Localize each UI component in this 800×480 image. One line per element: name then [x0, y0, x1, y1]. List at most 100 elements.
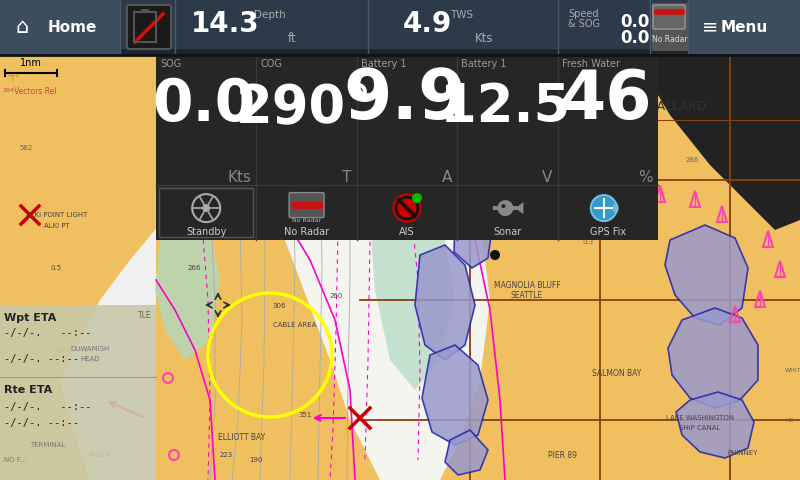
Text: MAGNOLIA
BLUFF: MAGNOLIA BLUFF [574, 118, 614, 138]
Text: Rte ETA: Rte ETA [4, 385, 52, 395]
Bar [652, 3, 688, 51]
Circle shape [202, 204, 210, 212]
Text: Fresh Water: Fresh Water [562, 59, 620, 69]
Text: 0.0: 0.0 [153, 76, 256, 133]
Text: 286: 286 [686, 157, 698, 163]
Text: Kts: Kts [652, 17, 667, 27]
Bar [0, 305, 156, 480]
Text: 9.9: 9.9 [343, 66, 466, 133]
Text: 54: 54 [474, 229, 482, 235]
Polygon shape [668, 308, 758, 408]
Bar [0, 55, 800, 480]
Bar [0, 0, 121, 55]
Text: Standby: Standby [186, 227, 226, 237]
Text: A: A [442, 169, 452, 184]
Text: Sonar: Sonar [494, 227, 522, 237]
Polygon shape [422, 345, 488, 445]
Polygon shape [255, 55, 390, 75]
Text: ALKI POINT LIGHT: ALKI POINT LIGHT [26, 212, 88, 218]
Polygon shape [645, 55, 800, 230]
Text: HEAD: HEAD [80, 356, 100, 362]
Polygon shape [665, 225, 748, 325]
Text: %: % [638, 169, 653, 184]
Text: 491: 491 [483, 76, 497, 82]
Text: T: T [342, 169, 352, 184]
Bar [156, 55, 658, 240]
Text: SEWER: SEWER [190, 235, 214, 241]
Text: 1nm: 1nm [20, 58, 42, 68]
Text: 12.5: 12.5 [440, 81, 570, 133]
Text: LAKE WASHINGTON: LAKE WASHINGTON [666, 415, 734, 421]
FancyBboxPatch shape [289, 192, 324, 217]
Text: Menu: Menu [720, 20, 768, 35]
Bar [689, 0, 800, 55]
Text: -/-/-. --:--: -/-/-. --:-- [4, 354, 79, 364]
Bar [159, 188, 254, 237]
Text: TLE: TLE [138, 311, 152, 320]
Text: -/-/-.   --:--: -/-/-. --:-- [4, 328, 91, 338]
Text: 260: 260 [330, 293, 342, 299]
Polygon shape [676, 392, 754, 458]
Text: Speed: Speed [568, 9, 598, 19]
Text: SHILSHOLE: SHILSHOLE [620, 151, 658, 157]
Text: SHIP CANAL: SHIP CANAL [679, 425, 721, 431]
Text: NO F...: NO F... [4, 457, 26, 463]
Text: 351: 351 [298, 412, 312, 418]
Polygon shape [454, 210, 492, 268]
Bar [0, 0, 800, 55]
Text: ELLIOTT BAY: ELLIOTT BAY [218, 433, 266, 443]
Text: No Radar: No Radar [652, 36, 688, 45]
Text: TERMINAL: TERMINAL [30, 442, 66, 448]
Text: TWS: TWS [450, 10, 474, 20]
Bar [134, 12, 156, 42]
Text: 4.9: 4.9 [402, 10, 452, 38]
Circle shape [498, 200, 514, 216]
Bar [0, 49, 800, 55]
Text: 190: 190 [250, 457, 262, 463]
Circle shape [412, 193, 422, 203]
Text: HEAD: HEAD [81, 358, 99, 362]
Polygon shape [255, 55, 490, 480]
Text: Battery 1: Battery 1 [361, 59, 406, 69]
Text: PHINNEY: PHINNEY [728, 450, 758, 456]
Text: SEATTLE: SEATTLE [511, 290, 543, 300]
Polygon shape [60, 55, 255, 480]
Text: 266: 266 [187, 265, 201, 271]
Polygon shape [415, 245, 475, 360]
Text: "T": "T" [7, 75, 19, 84]
Text: 306: 306 [272, 303, 286, 309]
Text: V: V [542, 169, 553, 184]
Text: ⌂: ⌂ [15, 17, 29, 37]
Text: 14.3: 14.3 [191, 10, 260, 38]
Text: PIER 89: PIER 89 [547, 451, 577, 459]
Text: No Radar: No Radar [292, 217, 321, 223]
Text: Home: Home [47, 20, 97, 35]
Text: 0.5: 0.5 [50, 265, 62, 271]
Text: BALLARD: BALLARD [649, 100, 707, 113]
Bar [560, 55, 800, 480]
Text: Kts: Kts [652, 33, 667, 43]
Text: WHIT-: WHIT- [785, 368, 800, 372]
Text: 0.0: 0.0 [620, 13, 650, 31]
Text: -/-/-.   --:--: -/-/-. --:-- [4, 402, 91, 412]
Text: ALKI PT: ALKI PT [44, 223, 70, 229]
Text: DUWAMISH: DUWAMISH [55, 348, 90, 352]
Text: HE-: HE- [785, 418, 796, 422]
Bar [141, 9, 149, 13]
Polygon shape [515, 202, 523, 214]
Text: COG: COG [260, 59, 282, 69]
Polygon shape [445, 430, 488, 475]
Text: 46: 46 [559, 67, 652, 133]
Text: Depth: Depth [254, 10, 286, 20]
Text: Wpt ETA: Wpt ETA [4, 313, 56, 323]
Text: Kts: Kts [474, 32, 494, 45]
Text: 0.3: 0.3 [582, 239, 594, 245]
Polygon shape [156, 55, 255, 140]
Text: MAGNOLIA BLUFF: MAGNOLIA BLUFF [494, 280, 560, 289]
Text: GPS Fix: GPS Fix [590, 227, 626, 237]
Text: No Radar: No Radar [284, 227, 329, 237]
Text: AIS: AIS [399, 227, 415, 237]
Polygon shape [155, 210, 220, 360]
FancyBboxPatch shape [653, 5, 685, 29]
Text: Vectors Rel: Vectors Rel [14, 86, 56, 96]
